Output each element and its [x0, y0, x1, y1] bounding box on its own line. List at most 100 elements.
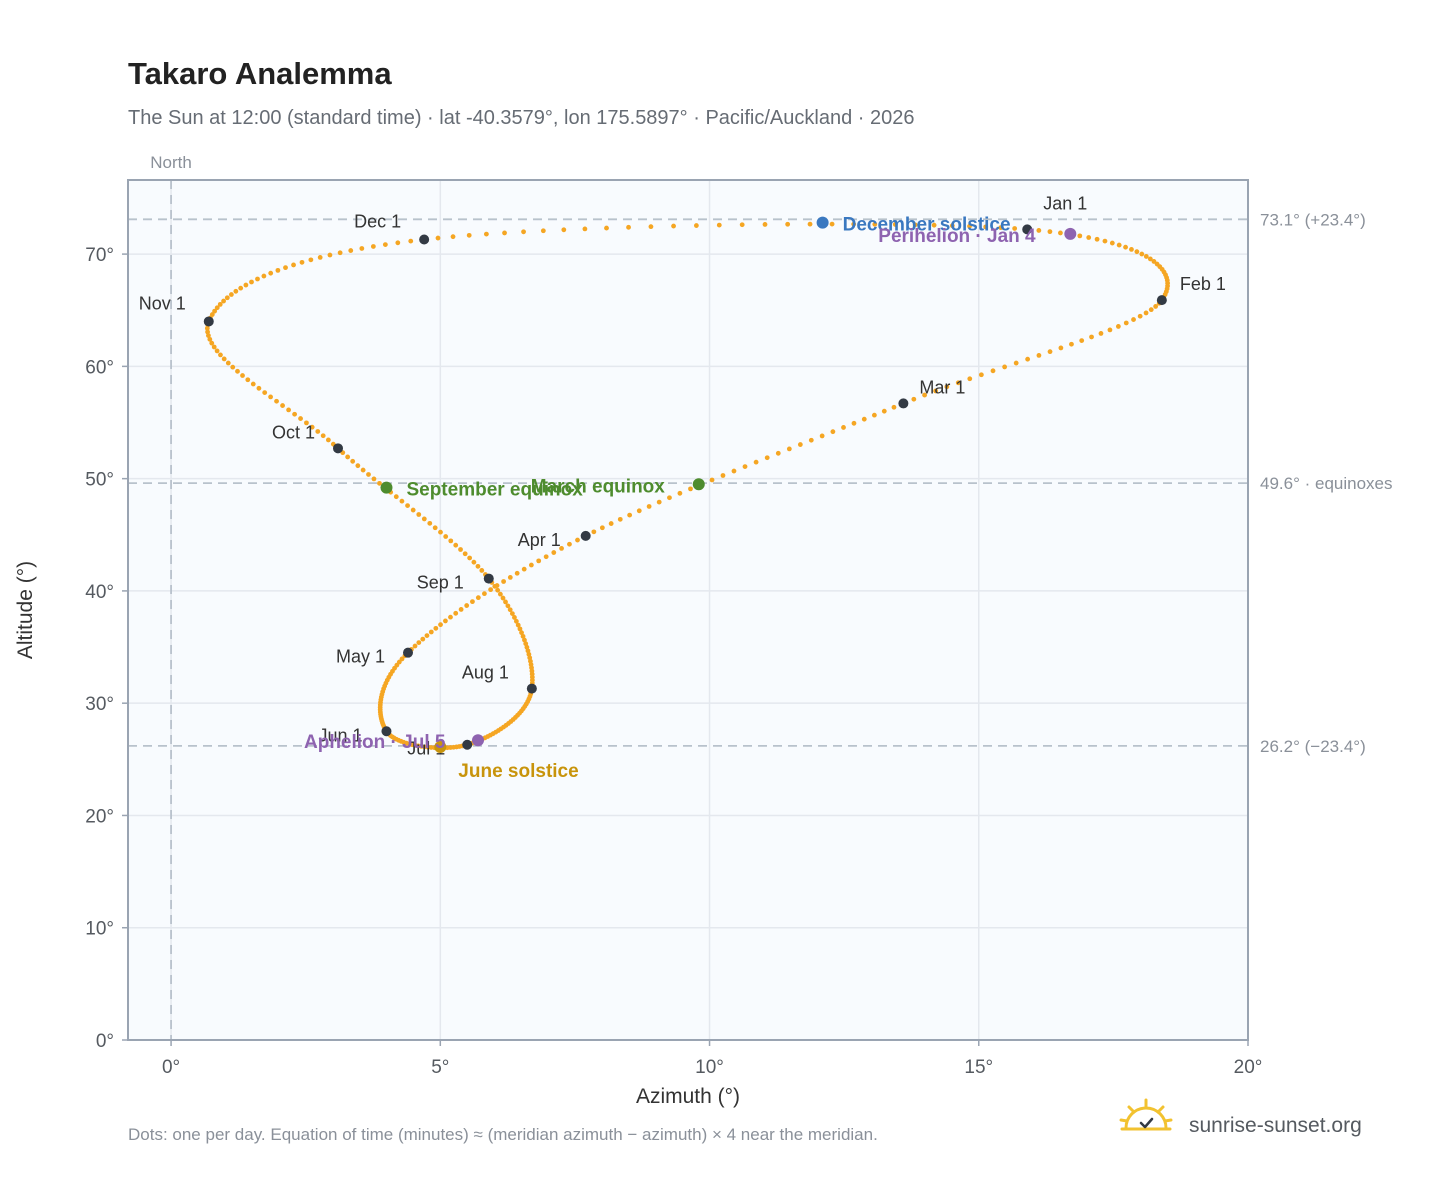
event-label: December solstice [843, 215, 1011, 236]
daily-sun-dot [308, 257, 314, 263]
daily-sun-dot [911, 396, 917, 402]
daily-sun-dot [359, 246, 365, 251]
daily-sun-dot [891, 404, 897, 410]
daily-sun-dot [370, 244, 376, 249]
daily-sun-dot [912, 222, 918, 228]
daily-sun-dot [561, 227, 567, 233]
daily-sun-dot [1143, 310, 1149, 316]
daily-sun-dot [764, 455, 770, 461]
daily-sun-dot [522, 637, 527, 643]
daily-sun-dot [656, 499, 662, 505]
daily-sun-dot [438, 529, 443, 535]
daily-sun-dot [551, 550, 557, 555]
daily-sun-dot [492, 583, 498, 589]
daily-sun-dot [235, 368, 240, 374]
x-tick-label: 0° [162, 1057, 180, 1078]
daily-sun-dot [466, 232, 472, 238]
daily-sun-dot [1079, 338, 1085, 343]
daily-sun-dot [350, 458, 356, 464]
daily-sun-dot [1134, 249, 1140, 255]
daily-sun-dot [716, 222, 722, 228]
daily-sun-dot [955, 380, 961, 386]
y-tick-label: 40° [85, 582, 114, 603]
meridian-label: North [150, 153, 192, 172]
month-label: Jun 1 [318, 725, 362, 745]
daily-sun-dot [1098, 331, 1104, 336]
daily-sun-dot [1025, 356, 1031, 362]
daily-sun-dot [671, 223, 676, 229]
daily-sun-dot [922, 392, 928, 398]
daily-sun-dot [467, 555, 473, 561]
daily-sun-dot [427, 520, 433, 526]
daily-sun-dot [753, 459, 759, 465]
daily-sun-dot [807, 221, 813, 227]
daily-sun-dot [416, 640, 422, 646]
event-marker [692, 478, 705, 491]
daily-sun-dot [209, 312, 215, 317]
daily-sun-dot [500, 595, 506, 601]
month-marker [381, 726, 392, 737]
daily-sun-dot [230, 364, 236, 370]
daily-sun-dot [1036, 353, 1042, 358]
daily-sun-dot [851, 221, 857, 227]
month-marker [203, 316, 214, 327]
daily-sun-dot [1069, 341, 1074, 347]
daily-sun-dot [990, 368, 996, 374]
month-label: Mar 1 [919, 377, 965, 397]
daily-sun-dot [1058, 345, 1064, 351]
daily-sun-dot [1115, 324, 1121, 329]
month-label: Feb 1 [1180, 274, 1226, 294]
daily-sun-dot [1137, 313, 1143, 319]
daily-sun-dot [224, 295, 230, 301]
daily-sun-dot [366, 472, 371, 477]
daily-sun-dot [405, 503, 410, 509]
event-label: September equinox [406, 480, 583, 501]
daily-sun-dot [377, 480, 382, 486]
daily-sun-dot [528, 562, 534, 568]
month-marker [1022, 224, 1033, 235]
reference-line-label: 49.6° · equinoxes [1260, 474, 1393, 493]
daily-sun-dot [1153, 304, 1159, 309]
daily-sun-dot [450, 234, 456, 240]
daily-sun-dot [337, 250, 343, 256]
daily-sun-dot [256, 385, 262, 391]
daily-sun-dot [677, 490, 683, 496]
daily-sun-dot [1109, 240, 1115, 246]
daily-sun-dot [207, 336, 213, 342]
daily-sun-dot [608, 521, 614, 526]
month-label: Jan 1 [1043, 193, 1087, 213]
daily-sun-dot [559, 545, 564, 551]
daily-sun-dot [408, 238, 414, 244]
daily-sun-dot [983, 224, 989, 230]
daily-sun-dot [709, 477, 715, 483]
daily-sun-dot [1086, 235, 1092, 240]
daily-sun-dot [1058, 230, 1063, 236]
daily-sun-dot [262, 390, 268, 395]
daily-sun-dot [214, 348, 220, 354]
month-label: Sep 1 [417, 573, 464, 593]
daily-sun-dot [315, 429, 321, 434]
x-axis-ticks: 0° 5° 10° 15° 20° [162, 1040, 1262, 1078]
daily-sun-dot [371, 476, 377, 482]
daily-sun-dot [458, 607, 464, 612]
daily-sun-dot [626, 224, 631, 230]
daily-sun-dot [521, 566, 527, 572]
y-tick-label: 60° [85, 357, 114, 378]
daily-sun-dot [225, 360, 231, 366]
daily-sun-dot [448, 538, 454, 544]
footnote: Dots: one per day. Equation of time (min… [128, 1125, 878, 1144]
daily-sun-dot [238, 285, 244, 291]
daily-sun-dot [775, 450, 781, 456]
daily-sun-dot [212, 308, 218, 314]
daily-sun-dot [829, 221, 835, 227]
daily-sun-dot [785, 221, 791, 227]
daily-sun-dot [1148, 307, 1154, 313]
daily-sun-dot [325, 437, 331, 443]
daily-sun-dot [503, 599, 508, 605]
month-label: Nov 1 [139, 293, 186, 313]
month-label: Aug 1 [462, 663, 509, 683]
daily-sun-dot [228, 292, 234, 297]
daily-sun-dot [502, 230, 507, 236]
daily-sun-dot [1139, 251, 1145, 257]
